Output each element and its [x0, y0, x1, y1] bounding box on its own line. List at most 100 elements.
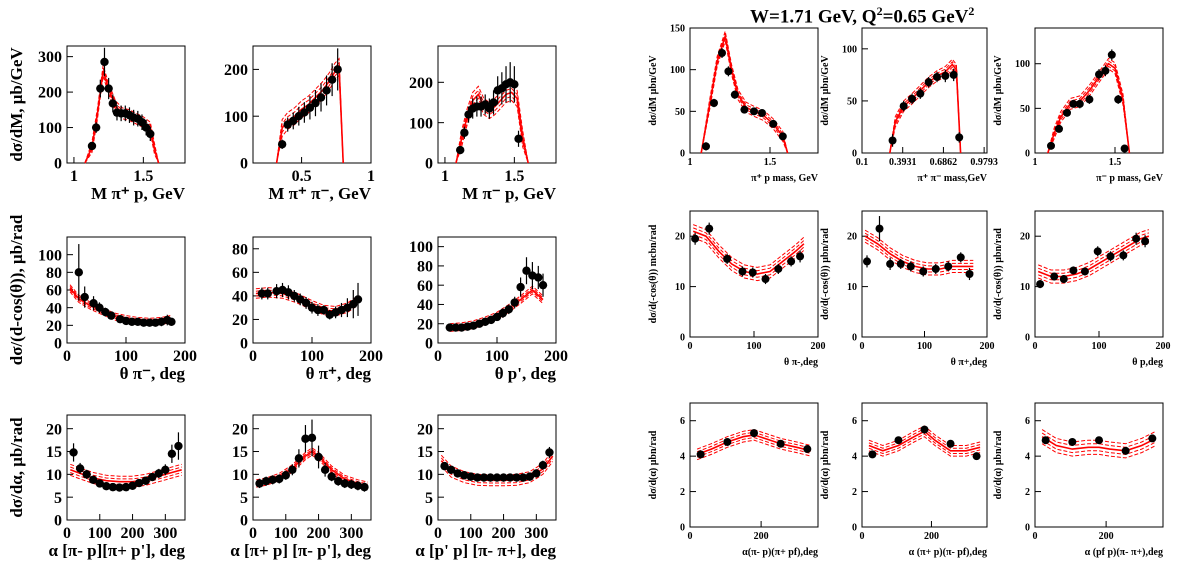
x-tick-label: 100 [459, 525, 483, 542]
y-tick-label: 20 [847, 232, 857, 243]
panel-18: 0 200 0 2 4 6 α (pf p)(π- π+),deg dσ/d(α) μbn/r… [993, 402, 1164, 558]
y-tick-label: 80 [232, 241, 248, 258]
panel-3: 1 1.5 0 100 200 M π⁻ p, GeV [409, 45, 557, 203]
y-tick-label: 300 [38, 49, 62, 66]
data-point [1107, 50, 1116, 59]
panel-13: 0 100 200 0 10 20 θ π-,deg dσ/d(-cos(θ)) mcbn/r… [648, 210, 826, 368]
y-tick-label: 0 [680, 333, 685, 344]
data-point [80, 292, 89, 302]
data-point [154, 469, 163, 478]
x-tick-label: 100 [114, 348, 138, 365]
data-point [1148, 434, 1157, 443]
y-tick-label: 20 [46, 318, 62, 335]
x-tick-label: 1.5 [133, 168, 153, 185]
axes-frame [861, 402, 988, 528]
y-tick-label: 20 [675, 232, 685, 243]
y-tick-label: 0 [54, 156, 62, 173]
data-point [761, 275, 770, 284]
y-tick-label: 20 [1020, 232, 1030, 243]
data-point [141, 476, 150, 485]
data-point [479, 473, 489, 482]
data-point [108, 482, 118, 492]
data-point [894, 436, 903, 445]
y-axis-title: dσ/dM, μb/GeV [7, 47, 26, 162]
model-curve [1041, 432, 1157, 448]
data-point [314, 452, 323, 462]
x-tick-label: 0 [688, 341, 693, 352]
data-point [956, 253, 965, 262]
data-point [750, 429, 758, 438]
data-point [489, 98, 498, 107]
panel-7: 0 100 200 300 0 5 10 15 20 α [π- p][π+ p'], deg dσ… [7, 414, 186, 560]
y-tick-label: 2 [1025, 487, 1030, 498]
y-tick-label: 2 [680, 487, 685, 498]
model-curve [455, 95, 529, 164]
x-tick-label: 0.1 [856, 157, 869, 168]
data-point [307, 433, 317, 443]
x-axis-title: θ p,deg [1132, 357, 1163, 368]
y-axis-title: dσ/dM μbn/GeV [820, 55, 831, 126]
data-point [100, 57, 109, 67]
data-point [888, 136, 897, 145]
data-point [91, 123, 101, 132]
model-curve [700, 36, 789, 154]
x-tick-label: 1 [70, 168, 78, 185]
data-point [1095, 436, 1103, 445]
y-tick-label: 0 [852, 149, 857, 160]
y-tick-label: 4 [680, 452, 685, 463]
data-point [268, 475, 277, 485]
x-tick-label: 100 [274, 525, 298, 542]
data-point [1121, 446, 1130, 455]
x-tick-label: 300 [153, 525, 177, 542]
data-point [510, 298, 519, 307]
data-point [134, 478, 144, 488]
x-tick-label: 100 [88, 525, 112, 542]
data-point [261, 476, 271, 486]
model-curve [700, 41, 789, 154]
model-curve [449, 285, 544, 325]
data-point [1085, 95, 1094, 104]
model-curve [693, 224, 805, 268]
data-point [730, 90, 739, 99]
data-point [545, 448, 554, 457]
data-point [522, 266, 531, 275]
y-tick-label: 10 [847, 282, 857, 293]
x-axis-title: α [π+ p] [π- p'], deg [230, 541, 371, 560]
y-tick-label: 6 [1025, 416, 1030, 427]
data-point [87, 141, 97, 151]
y-tick-label: 100 [38, 120, 62, 137]
model-curve [700, 33, 789, 154]
axes-frame [66, 414, 186, 521]
data-point [451, 323, 460, 332]
panel-16: 0 200 0 2 4 6 α(π- p)(π+ pf),deg dσ/d(α) μbn/ra… [648, 402, 819, 558]
y-tick-label: 4 [1025, 452, 1030, 463]
data-point [466, 472, 475, 481]
data-point [972, 452, 981, 461]
data-point [931, 264, 940, 273]
data-point [723, 437, 732, 446]
y-axis-title: dσ/d(-cos(θ)) μbn/rad [993, 228, 1004, 320]
data-point [538, 280, 548, 290]
y-tick-label: 10 [46, 467, 62, 484]
data-point [778, 132, 787, 141]
data-point [121, 482, 131, 492]
x-tick-label: 0 [249, 348, 257, 365]
y-tick-label: 40 [232, 288, 248, 305]
y-axis-title: dσ/d(α) μbn/rad [820, 430, 831, 499]
x-axis-title: θ π-,deg [784, 357, 818, 368]
data-point [322, 86, 331, 95]
x-tick-label: 200 [544, 348, 568, 365]
x-tick-label: 200 [492, 525, 516, 542]
axes-frame [1034, 27, 1164, 154]
x-tick-label: 100 [300, 348, 324, 365]
y-axis-title: dσ/dα, μb/rad [7, 417, 26, 518]
data-point [294, 454, 304, 463]
y-tick-label: 60 [46, 283, 62, 300]
data-point [875, 224, 884, 233]
y-tick-label: 100 [842, 44, 857, 55]
data-point [320, 465, 330, 474]
data-point [1119, 251, 1128, 260]
axes-frame [437, 414, 557, 521]
model-curve [696, 439, 812, 461]
data-point [740, 105, 749, 114]
